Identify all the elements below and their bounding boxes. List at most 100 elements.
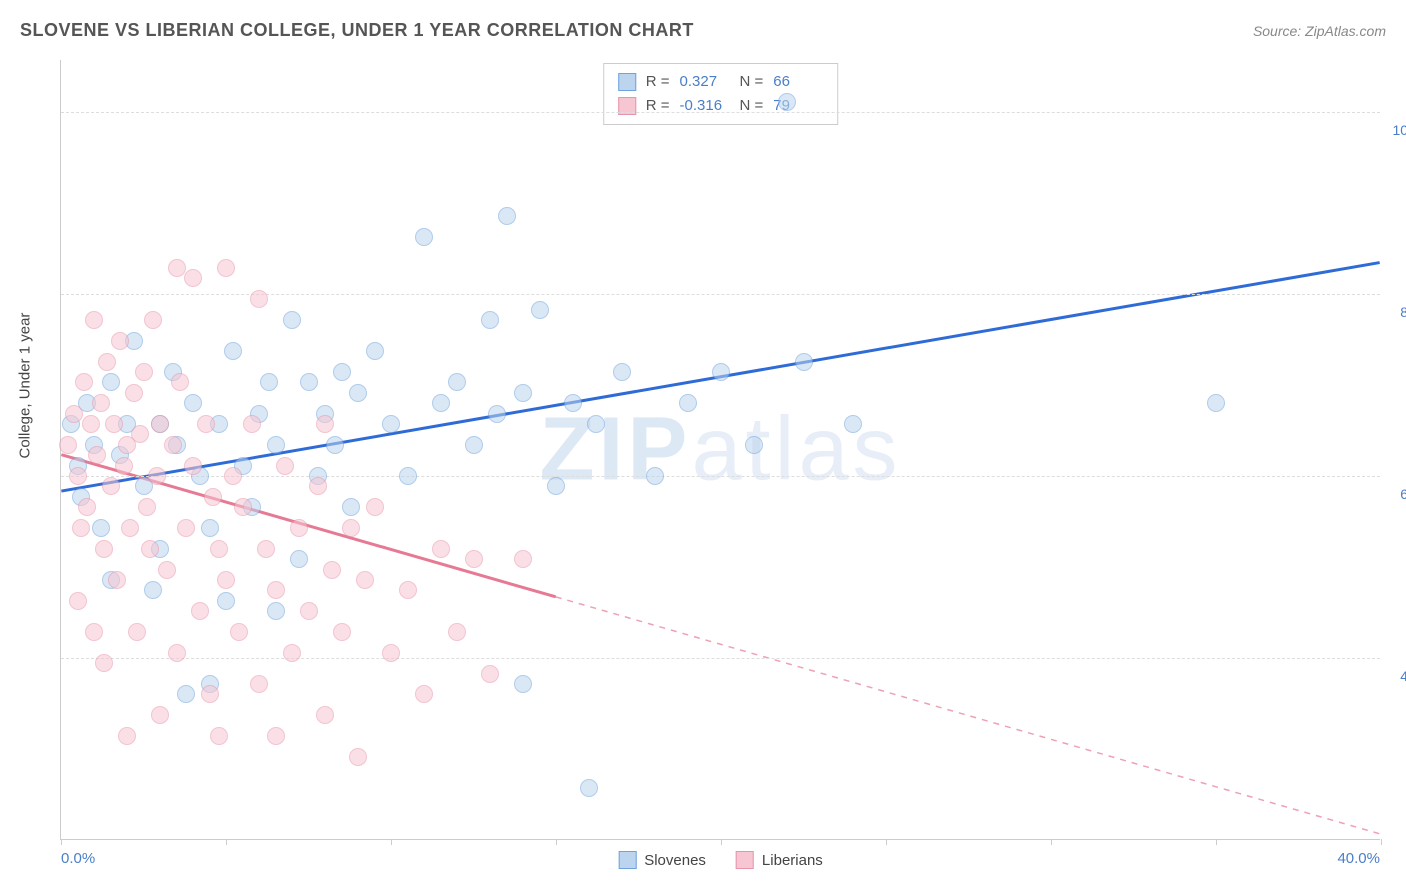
data-point [148, 467, 166, 485]
data-point [171, 373, 189, 391]
data-point [260, 373, 278, 391]
data-point [88, 446, 106, 464]
n-label: N = [740, 70, 764, 94]
data-point [283, 644, 301, 662]
data-point [481, 311, 499, 329]
data-point [257, 540, 275, 558]
data-point [121, 519, 139, 537]
data-point [514, 384, 532, 402]
data-point [356, 571, 374, 589]
data-point [488, 405, 506, 423]
data-point [82, 415, 100, 433]
legend-swatch [736, 851, 754, 869]
data-point [168, 259, 186, 277]
data-point [131, 425, 149, 443]
data-point [102, 373, 120, 391]
data-point [267, 581, 285, 599]
data-point [135, 363, 153, 381]
data-point [580, 779, 598, 797]
data-point [92, 519, 110, 537]
data-point [184, 394, 202, 412]
legend-label: Slovenes [644, 852, 706, 869]
data-point [118, 727, 136, 745]
data-point [415, 228, 433, 246]
data-point [290, 519, 308, 537]
data-point [69, 592, 87, 610]
data-point [399, 467, 417, 485]
data-point [326, 436, 344, 454]
data-point [465, 550, 483, 568]
legend-item: Liberians [736, 851, 823, 869]
data-point [168, 644, 186, 662]
legend-label: Liberians [762, 852, 823, 869]
data-point [498, 207, 516, 225]
data-point [300, 373, 318, 391]
data-point [432, 540, 450, 558]
data-point [151, 706, 169, 724]
data-point [184, 269, 202, 287]
trend-line [556, 597, 1380, 834]
watermark: ZIPatlas [539, 398, 901, 501]
data-point [217, 571, 235, 589]
data-point [283, 311, 301, 329]
data-point [75, 373, 93, 391]
data-point [316, 706, 334, 724]
data-point [366, 498, 384, 516]
data-point [323, 561, 341, 579]
legend-item: Slovenes [618, 851, 706, 869]
r-label: R = [646, 94, 670, 118]
data-point [1207, 394, 1225, 412]
data-point [224, 467, 242, 485]
data-point [465, 436, 483, 454]
x-tick [1051, 839, 1052, 845]
y-tick-label: 65.0% [1385, 486, 1406, 502]
data-point [115, 457, 133, 475]
y-tick-label: 100.0% [1385, 122, 1406, 138]
data-point [59, 436, 77, 454]
data-point [646, 467, 664, 485]
data-point [679, 394, 697, 412]
data-point [448, 623, 466, 641]
stats-row: R =0.327N =66 [618, 70, 824, 94]
r-value: 0.327 [680, 70, 730, 94]
data-point [102, 477, 120, 495]
data-point [415, 685, 433, 703]
data-point [349, 384, 367, 402]
data-point [290, 550, 308, 568]
x-max-label: 40.0% [1337, 850, 1380, 867]
grid-line [61, 658, 1380, 659]
data-point [267, 436, 285, 454]
data-point [531, 301, 549, 319]
data-point [342, 519, 360, 537]
data-point [243, 415, 261, 433]
data-point [204, 488, 222, 506]
data-point [481, 665, 499, 683]
data-point [144, 311, 162, 329]
x-tick [886, 839, 887, 845]
chart-title: SLOVENE VS LIBERIAN COLLEGE, UNDER 1 YEA… [20, 20, 694, 41]
data-point [432, 394, 450, 412]
data-point [158, 561, 176, 579]
x-tick [721, 839, 722, 845]
data-point [141, 540, 159, 558]
data-point [745, 436, 763, 454]
data-point [78, 498, 96, 516]
y-tick-label: 82.5% [1385, 304, 1406, 320]
data-point [514, 675, 532, 693]
data-point [72, 519, 90, 537]
data-point [191, 602, 209, 620]
y-tick-label: 47.5% [1385, 668, 1406, 684]
x-tick [1216, 839, 1217, 845]
data-point [105, 415, 123, 433]
data-point [250, 675, 268, 693]
data-point [564, 394, 582, 412]
data-point [712, 363, 730, 381]
data-point [125, 384, 143, 402]
data-point [547, 477, 565, 495]
data-point [844, 415, 862, 433]
data-point [128, 623, 146, 641]
data-point [177, 519, 195, 537]
grid-line [61, 112, 1380, 113]
data-point [151, 415, 169, 433]
legend-swatch [618, 851, 636, 869]
